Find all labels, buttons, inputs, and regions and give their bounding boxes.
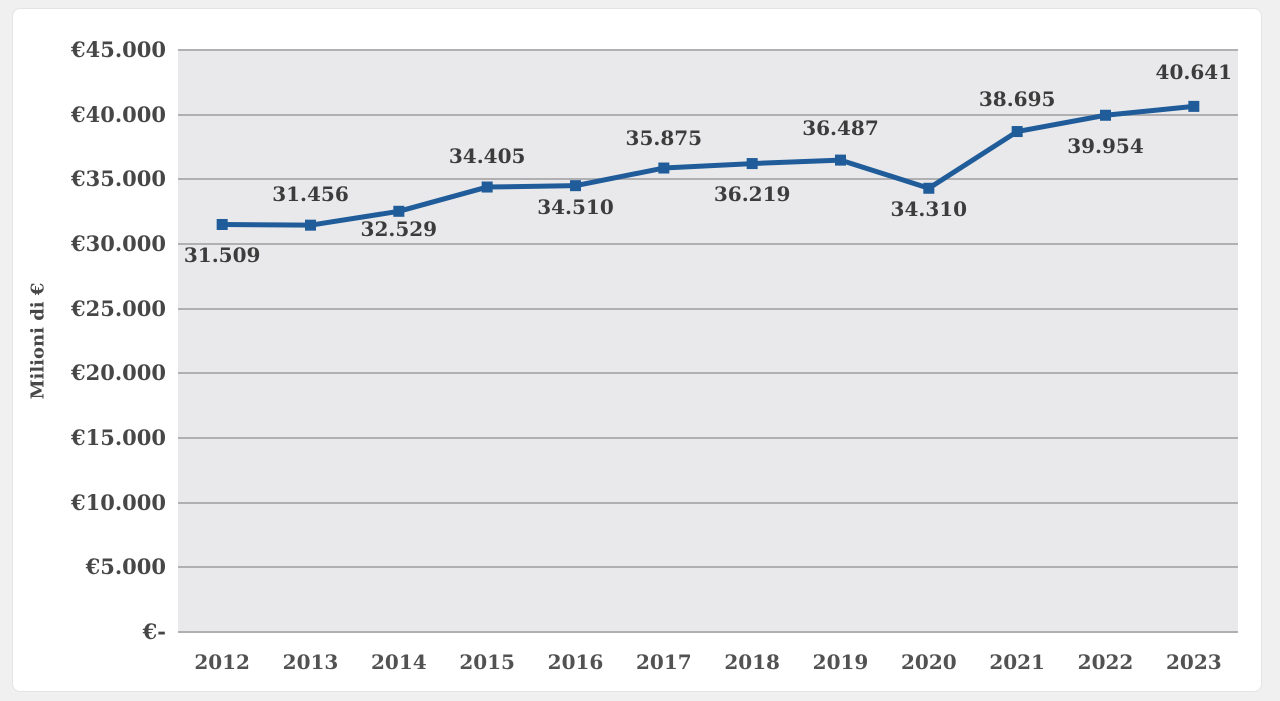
- gridline: [178, 566, 1238, 569]
- data-point-label: 39.954: [1067, 134, 1144, 159]
- gridline: [178, 631, 1238, 633]
- data-point-label: 31.456: [272, 182, 349, 207]
- y-axis-tick-label: €45.000: [71, 37, 166, 62]
- gridline: [178, 49, 1238, 51]
- data-point-label: 32.529: [360, 217, 438, 242]
- y-axis-tick-label: €20.000: [71, 360, 166, 386]
- x-axis-tick-label: 2015: [459, 650, 515, 674]
- x-axis-tick-label: 2023: [1165, 650, 1222, 674]
- data-point-marker: [746, 158, 758, 170]
- gridline: [178, 243, 1238, 245]
- data-point-label: 35.875: [625, 126, 703, 151]
- data-point-marker: [835, 154, 846, 166]
- x-axis-tick-label: 2012: [194, 650, 250, 674]
- data-point-label: 36.487: [802, 116, 879, 141]
- x-axis-tick-label: 2020: [900, 650, 957, 674]
- y-axis-tick-label: €35.000: [71, 166, 166, 192]
- x-axis-tick-label: 2019: [812, 650, 869, 674]
- data-point-marker: [923, 182, 935, 194]
- data-point-marker: [1100, 109, 1111, 121]
- data-point-label: 31.509: [183, 243, 261, 268]
- data-point-label: 34.405: [448, 144, 526, 169]
- y-axis-tick-label: €-: [142, 619, 166, 644]
- x-axis-tick-label: 2016: [547, 650, 604, 674]
- data-point-label: 34.310: [890, 197, 968, 222]
- plot-area: [178, 50, 1238, 632]
- data-point-label: 40.641: [1155, 60, 1233, 85]
- y-axis-tick-label: €40.000: [71, 101, 166, 127]
- data-point-marker: [1188, 100, 1200, 112]
- gridline: [178, 113, 1238, 116]
- y-axis-tick-label: €5.000: [85, 554, 166, 580]
- y-axis-tick-label: €15.000: [71, 425, 166, 450]
- gridline: [178, 372, 1238, 375]
- gridline: [178, 307, 1238, 310]
- x-axis-tick-label: 2017: [635, 650, 692, 674]
- data-point-label: 38.695: [978, 86, 1056, 111]
- x-axis-tick-label: 2018: [724, 650, 780, 674]
- data-point-marker: [658, 162, 670, 174]
- data-point-marker: [570, 180, 581, 192]
- gridline: [178, 178, 1238, 181]
- x-axis-tick-label: 2014: [370, 650, 427, 674]
- data-point-marker: [305, 219, 316, 231]
- y-axis-tick-label: €25.000: [71, 295, 166, 321]
- x-axis-tick-label: 2021: [989, 650, 1045, 674]
- y-axis-tick-label: €30.000: [71, 231, 166, 256]
- gridline: [178, 501, 1238, 504]
- x-axis-tick-label: 2013: [282, 650, 339, 674]
- data-point-label: 36.219: [713, 181, 791, 206]
- gridline: [178, 437, 1238, 439]
- data-point-marker: [393, 205, 405, 217]
- x-axis-tick-label: 2022: [1077, 650, 1134, 674]
- y-axis-tick-label: €10.000: [71, 489, 166, 515]
- data-point-marker: [481, 181, 493, 193]
- data-point-marker: [1011, 126, 1023, 138]
- data-point-marker: [216, 218, 228, 230]
- data-point-label: 34.510: [537, 194, 614, 219]
